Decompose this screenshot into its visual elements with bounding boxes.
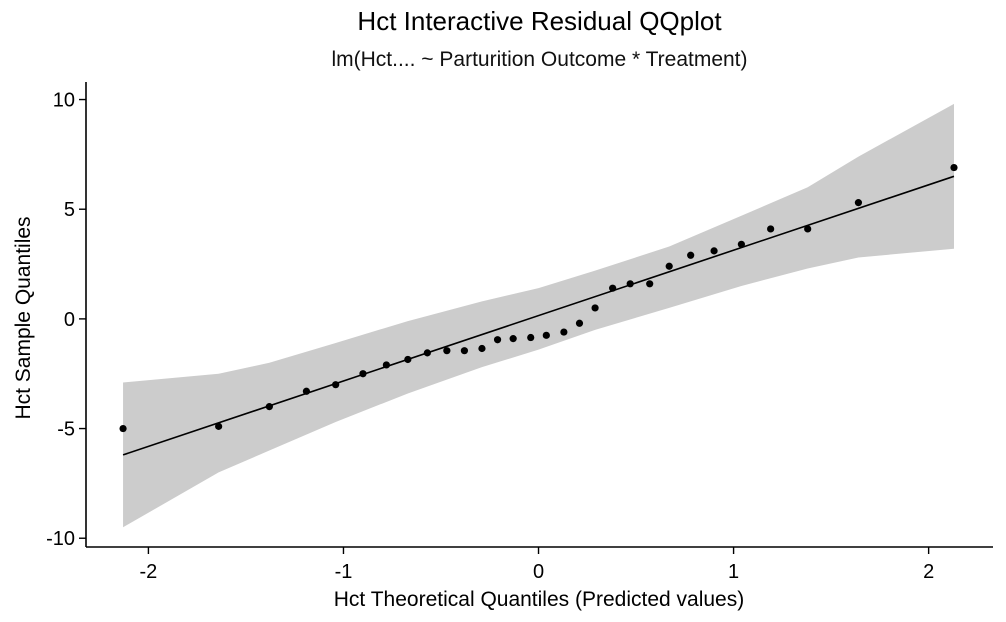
y-tick-label: -10 (46, 528, 75, 550)
data-point (804, 225, 812, 233)
data-point (460, 347, 469, 355)
x-tick-label: 0 (533, 561, 544, 583)
chart-title: Hct Interactive Residual QQplot (357, 6, 722, 36)
qq-reference-line (122, 175, 955, 456)
data-point (560, 328, 568, 336)
data-point (493, 336, 502, 344)
data-point (710, 247, 718, 255)
data-point (382, 361, 390, 369)
data-point (767, 225, 775, 233)
y-axis-title: Hct Sample Quantiles (12, 216, 35, 419)
data-point (119, 424, 127, 433)
data-point (854, 199, 863, 207)
data-point (950, 163, 958, 172)
data-point (423, 349, 431, 357)
data-point (626, 280, 634, 288)
data-point (302, 387, 311, 395)
data-point (332, 381, 340, 389)
data-point (265, 403, 273, 411)
data-point (665, 262, 673, 270)
data-point (575, 319, 584, 327)
x-tick-label: -1 (335, 561, 353, 583)
y-tick-label: 10 (53, 90, 75, 112)
points-layer (119, 163, 958, 433)
data-point (542, 331, 550, 339)
data-point (404, 355, 412, 364)
reference-line-layer (122, 175, 955, 456)
data-point (687, 251, 695, 259)
data-point (443, 347, 451, 355)
x-tick-label: -2 (140, 561, 158, 583)
y-tick-label: 5 (64, 199, 75, 221)
data-point (609, 284, 617, 292)
chart-subtitle: lm(Hct.... ~ Parturition Outcome * Treat… (331, 48, 748, 71)
data-point (478, 344, 486, 353)
x-axis-title: Hct Theoretical Quantiles (Predicted val… (334, 588, 744, 611)
x-tick-label: 1 (728, 561, 739, 583)
data-point (591, 304, 599, 312)
data-point (737, 240, 745, 248)
y-tick-label: -5 (57, 419, 75, 441)
data-point (646, 280, 654, 288)
x-tick-label: 2 (923, 561, 934, 583)
data-point (359, 370, 367, 378)
data-point (215, 422, 223, 430)
data-point (509, 335, 517, 343)
y-tick-label: 0 (64, 309, 75, 331)
data-point (527, 333, 535, 342)
